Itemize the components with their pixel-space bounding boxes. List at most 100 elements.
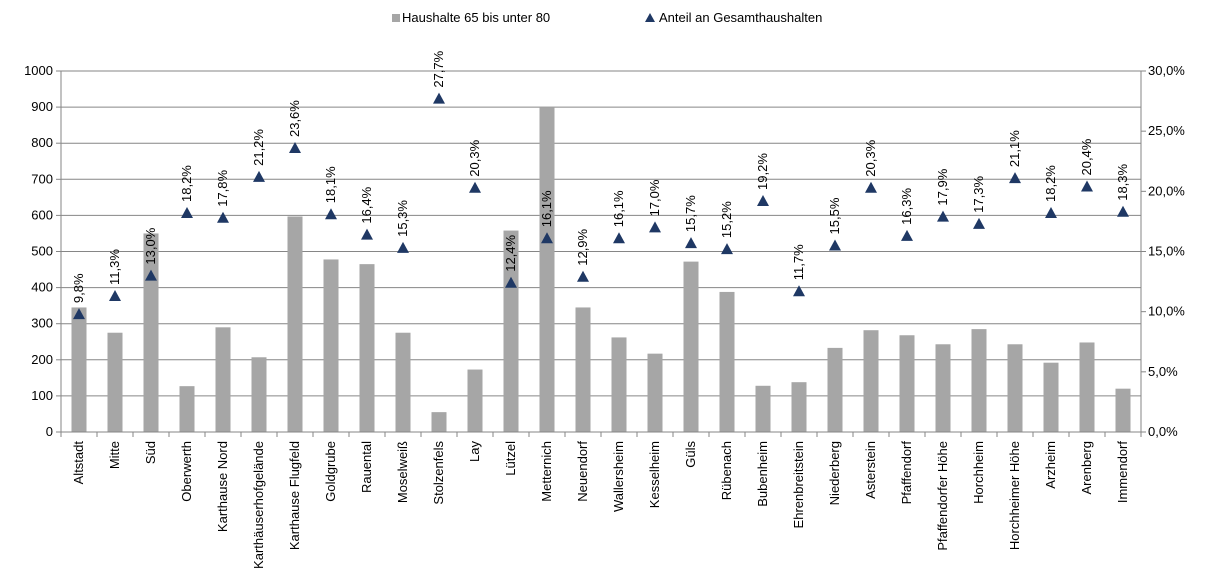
left-tick-label: 800 [31, 135, 53, 150]
bar [287, 216, 303, 432]
bar [971, 329, 987, 432]
point-label: 13,0% [143, 227, 158, 264]
point-label: 15,2% [719, 201, 734, 238]
category-label: Süd [143, 441, 158, 464]
bar [935, 344, 951, 432]
category-label: Niederberg [827, 441, 842, 505]
category-label: Pfaffendorf [899, 441, 914, 505]
right-tick-label: 30,0% [1148, 63, 1185, 78]
marker [613, 232, 625, 244]
category-label: Asterstein [863, 441, 878, 499]
bar [1079, 342, 1095, 432]
left-tick-label: 400 [31, 280, 53, 295]
category-label: Kesselheim [647, 441, 662, 508]
right-tick-label: 20,0% [1148, 183, 1185, 198]
bar [143, 233, 159, 432]
point-label: 20,3% [863, 139, 878, 176]
marker [865, 181, 877, 193]
marker [973, 217, 985, 229]
marker [469, 181, 481, 193]
bar [683, 261, 699, 432]
bar [719, 291, 735, 432]
marker [541, 232, 553, 244]
category-label: Oberwerth [179, 441, 194, 502]
bar [611, 337, 627, 432]
right-tick-label: 0,0% [1148, 424, 1178, 439]
legend-bar-swatch [392, 14, 400, 22]
point-label: 23,6% [287, 100, 302, 137]
bar [395, 332, 411, 432]
marker [577, 270, 589, 282]
marker [217, 211, 229, 223]
right-tick-label: 5,0% [1148, 364, 1178, 379]
legend: Haushalte 65 bis unter 80 Anteil an Gesa… [392, 10, 822, 25]
bar [467, 369, 483, 432]
bar [71, 307, 87, 432]
point-label: 18,2% [179, 165, 194, 202]
point-label: 17,8% [215, 170, 230, 207]
point-label: 12,9% [575, 228, 590, 265]
bar [755, 385, 771, 432]
marker [1009, 172, 1021, 184]
point-label: 12,4% [503, 234, 518, 271]
right-tick-label: 10,0% [1148, 304, 1185, 319]
marker [181, 206, 193, 218]
category-label: Horchheimer Höhe [1007, 441, 1022, 550]
point-label: 18,2% [1043, 165, 1058, 202]
bar [431, 412, 447, 432]
marker [73, 308, 85, 320]
bar [1115, 388, 1131, 432]
right-axis-ticks: 0,0% 5,0% 10,0% 15,0% 20,0% 25,0% 30,0% [1141, 63, 1185, 439]
category-label: Bubenheim [755, 441, 770, 507]
point-label: 11,7% [791, 244, 806, 280]
category-label: Stolzenfels [431, 441, 446, 505]
point-label: 16,3% [899, 188, 914, 225]
legend-marker-label: Anteil an Gesamthaushalten [659, 10, 822, 25]
category-label: Karthäuserhofgelände [251, 441, 266, 569]
bar [899, 335, 915, 432]
left-axis-ticks: 0 100 200 300 400 500 600 700 800 900 1000 [24, 63, 61, 439]
bar [359, 264, 375, 432]
marker [1081, 180, 1093, 192]
marker [901, 229, 913, 241]
bar [827, 347, 843, 432]
marker [397, 241, 409, 253]
category-labels: Altstadt Mitte Süd Oberwerth Karthause Nord K… [71, 441, 1130, 569]
left-tick-label: 0 [46, 424, 53, 439]
bar [791, 382, 807, 432]
marker [757, 194, 769, 206]
marker [325, 208, 337, 220]
point-label: 21,1% [1007, 130, 1022, 167]
bar [1043, 362, 1059, 432]
point-label: 16,4% [359, 186, 374, 223]
category-label: Arzheim [1043, 441, 1058, 489]
category-label: Mitte [107, 441, 122, 469]
marker [1117, 205, 1129, 217]
category-label: Horchheim [971, 441, 986, 504]
category-label: Ehrenbreitstein [791, 441, 806, 528]
category-label: Karthause Flugfeld [287, 441, 302, 550]
marker [937, 210, 949, 222]
point-label: 16,1% [611, 190, 626, 227]
category-label: Lützel [503, 441, 518, 476]
category-label: Metternich [539, 441, 554, 502]
left-tick-label: 300 [31, 316, 53, 331]
right-tick-label: 25,0% [1148, 123, 1185, 138]
point-label: 27,7% [431, 50, 446, 87]
category-label: Güls [683, 441, 698, 468]
marker [289, 142, 301, 154]
marker [433, 92, 445, 104]
marker [109, 290, 121, 302]
point-label: 15,7% [683, 195, 698, 232]
point-label: 15,5% [827, 197, 842, 234]
category-label: Altstadt [71, 441, 86, 485]
point-label: 11,3% [107, 249, 122, 285]
left-tick-label: 200 [31, 352, 53, 367]
point-label: 17,0% [647, 179, 662, 216]
bars [71, 107, 1131, 432]
category-label: Neuendorf [575, 441, 590, 502]
point-label: 16,1% [539, 190, 554, 227]
category-label: Immendorf [1115, 441, 1130, 504]
category-label: Goldgrube [323, 441, 338, 502]
